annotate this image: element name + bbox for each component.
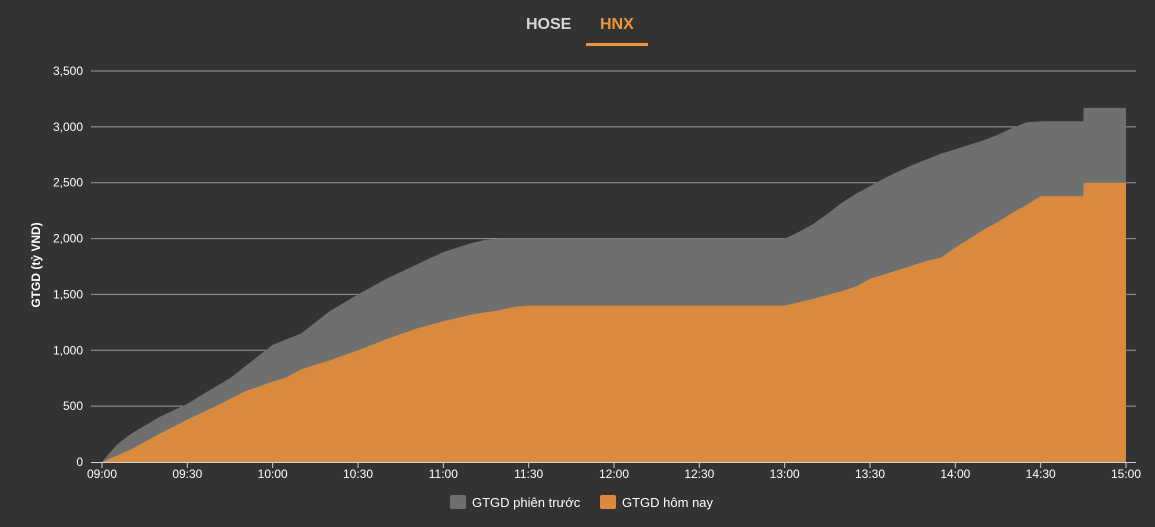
legend-label-today[interactable]: GTGD hôm nay — [622, 495, 714, 510]
x-tick-label: 13:00 — [770, 467, 800, 481]
legend-swatch-previous[interactable] — [450, 495, 466, 509]
x-tick-label: 10:30 — [343, 467, 373, 481]
active-tab-indicator — [586, 43, 648, 46]
x-tick-label: 12:00 — [599, 467, 629, 481]
tab-hnx[interactable]: HNX — [600, 16, 634, 33]
y-tick-label: 2,500 — [53, 176, 83, 190]
y-tick-label: 3,000 — [53, 120, 83, 134]
y-tick-label: 0 — [76, 455, 83, 469]
axes: 0 500 1,000 1,500 2,000 2,500 3,000 3,500 09:00 0… — [53, 64, 1141, 481]
x-tick-label: 09:00 — [87, 467, 117, 481]
tab-hose[interactable]: HOSE — [526, 16, 572, 33]
x-tick-label: 13:30 — [855, 467, 885, 481]
x-tick-label: 11:00 — [429, 467, 458, 481]
x-tick-label: 15:00 — [1111, 467, 1141, 481]
y-tick-label: 1,000 — [53, 343, 83, 357]
y-tick-label: 1,500 — [53, 287, 83, 301]
legend-label-previous[interactable]: GTGD phiên trước — [472, 495, 581, 510]
area-series — [102, 107, 1126, 463]
x-tick-label: 14:00 — [940, 467, 970, 481]
x-tick-label: 12:30 — [684, 467, 714, 481]
y-axis-label: GTGD (tỷ VND) — [29, 222, 43, 307]
x-tick-label: 14:30 — [1026, 467, 1056, 481]
legend-swatch-today[interactable] — [600, 495, 616, 509]
y-tick-label: 3,500 — [53, 64, 83, 78]
x-tick-label: 11:30 — [514, 467, 543, 481]
exchange-tabs: HOSE HNX — [0, 0, 1155, 48]
y-tick-label: 2,000 — [53, 232, 83, 246]
legend: GTGD phiên trước GTGD hôm nay — [450, 495, 714, 510]
x-tick-label: 09:30 — [172, 467, 202, 481]
y-tick-label: 500 — [63, 399, 83, 413]
x-tick-label: 10:00 — [258, 467, 288, 481]
area-today — [102, 182, 1126, 462]
